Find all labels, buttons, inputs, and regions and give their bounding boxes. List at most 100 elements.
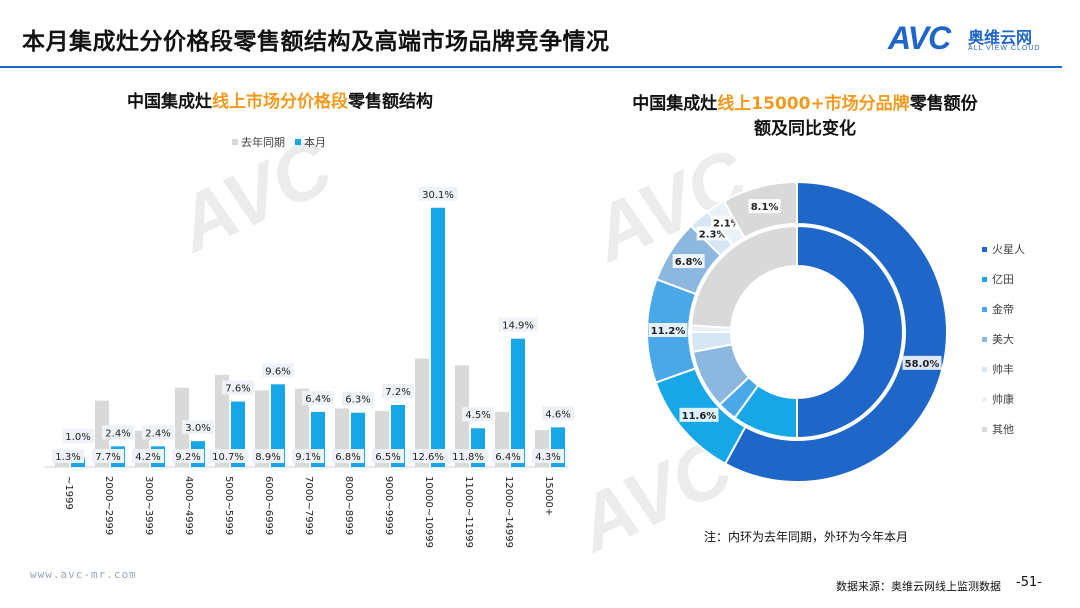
bar-title-suffix: 零售额结构: [348, 92, 433, 112]
outer-ring-slice: [723, 180, 948, 483]
data-label-box: [408, 449, 448, 463]
data-label-box: [302, 390, 334, 405]
legend-label-this-month: 本月: [304, 136, 326, 149]
bar-chart-title: 中国集成灶线上市场分价格段零售额结构: [70, 90, 490, 115]
logo-mark: AVC: [888, 20, 951, 56]
data-label-box: [448, 449, 488, 463]
data-label-this-month: 1.0%: [65, 432, 90, 443]
data-label-last-year: 7.7%: [95, 452, 120, 463]
legend-label: 帅丰: [992, 363, 1014, 376]
donut-title-suffix: 零售额份: [909, 94, 978, 114]
slice-label-box: [748, 199, 781, 214]
data-label-this-month: 2.4%: [145, 428, 170, 439]
data-label-box: [332, 449, 364, 463]
x-tick-label: 10000~10999: [423, 476, 434, 548]
data-label-box: [172, 449, 204, 463]
x-tick-label: 11000~11999: [463, 476, 474, 548]
header-divider: [0, 66, 1062, 68]
data-label-box: [498, 317, 538, 332]
legend-label: 火星人: [992, 243, 1025, 256]
data-label-this-month: 4.6%: [545, 409, 570, 420]
legend-this-month: 本月: [295, 134, 326, 150]
data-label-box: [542, 406, 574, 421]
data-label-last-year: 8.9%: [255, 452, 280, 463]
data-label-this-month: 2.4%: [105, 428, 130, 439]
legend-label: 美大: [992, 333, 1014, 346]
legend-item: 金帝: [982, 294, 1025, 324]
data-label-this-month: 7.2%: [385, 387, 410, 398]
footer-url: www.avc-mr.com: [30, 568, 137, 581]
data-label-this-month: 7.6%: [225, 384, 250, 395]
data-label-last-year: 6.8%: [335, 452, 360, 463]
legend-label: 其他: [992, 423, 1014, 436]
chart-note: 注：内环为去年同期，外环为今年本月: [704, 530, 909, 544]
slice-label-box: [648, 322, 688, 337]
bar-title-highlight: 线上市场分价格段: [212, 92, 348, 112]
bar-last-year: [215, 374, 229, 467]
x-tick-label: 4000~4999: [183, 476, 194, 535]
legend-item: 火星人: [982, 234, 1025, 264]
x-tick-label: ~1999: [63, 476, 74, 510]
data-label-last-year: 4.2%: [135, 452, 160, 463]
data-label-box: [492, 449, 524, 463]
slice-label-box: [672, 254, 705, 269]
bar-this-month: [511, 338, 525, 467]
data-label-last-year: 9.1%: [295, 452, 320, 463]
data-label-box: [132, 449, 164, 463]
legend-swatch: [982, 306, 987, 312]
data-label-box: [342, 391, 374, 406]
data-label-box: [418, 186, 458, 201]
legend-swatch: [982, 426, 987, 432]
logo: AVC 奥维云网 ALL VIEW CLOUD: [888, 20, 1060, 58]
donut-title-line2: 额及同比变化: [754, 119, 856, 139]
data-label-box: [462, 407, 494, 422]
legend-swatch-last-year: [232, 139, 238, 145]
data-label-box: [382, 383, 414, 398]
legend-label: 亿田: [992, 273, 1014, 286]
x-tick-label: 6000~6999: [263, 476, 274, 535]
data-label-last-year: 11.8%: [452, 452, 484, 463]
slice-label: 11.6%: [682, 411, 717, 422]
legend-label: 金帝: [992, 303, 1014, 316]
legend-last-year: 去年同期: [232, 134, 285, 150]
inner-ring-slice: [796, 224, 904, 440]
donut-chart-title: 中国集成灶线上15000+市场分品牌零售额份 额及同比变化: [585, 92, 1025, 142]
bar-this-month: [271, 384, 285, 467]
data-label-box: [62, 429, 94, 443]
data-label-last-year: 4.3%: [535, 452, 560, 463]
data-label-box: [102, 425, 134, 440]
logo-cn-text: 奥维云网: [968, 28, 1033, 47]
legend-swatch: [982, 396, 987, 402]
data-label-this-month: 3.0%: [185, 423, 210, 434]
data-label-box: [182, 420, 214, 435]
x-tick-label: 12000~14999: [503, 476, 514, 548]
legend-label: 帅康: [992, 393, 1014, 406]
bar-last-year: [255, 390, 269, 467]
slice-label: 58.0%: [905, 359, 940, 370]
legend-item: 其他: [982, 414, 1025, 444]
donut-legend: 火星人亿田金帝美大帅丰帅康其他: [982, 234, 1025, 444]
data-source: 数据来源：奥维云网线上监测数据: [836, 580, 1001, 593]
slice-label: 2.1%: [713, 219, 741, 230]
slice-label: 11.2%: [651, 326, 686, 337]
legend-item: 帅丰: [982, 354, 1025, 384]
legend-item: 美大: [982, 324, 1025, 354]
page-number: -51-: [1016, 575, 1042, 590]
x-tick-label: 15000+: [543, 476, 554, 516]
legend-swatch: [982, 246, 987, 252]
slice-label-box: [902, 355, 942, 370]
x-tick-label: 8000~8999: [343, 476, 354, 535]
slice-label: 6.8%: [675, 257, 703, 268]
data-label-this-month: 6.3%: [345, 395, 370, 406]
data-label-box: [52, 449, 84, 463]
page-title: 本月集成灶分价格段零售额结构及高端市场品牌竞争情况: [22, 29, 610, 55]
data-label-box: [372, 449, 404, 463]
x-tick-label: 3000~3999: [143, 476, 154, 535]
data-label-box: [262, 363, 294, 378]
data-label-this-month: 4.5%: [465, 410, 490, 421]
logo-en-text: ALL VIEW CLOUD: [968, 45, 1041, 52]
legend-item: 帅康: [982, 384, 1025, 414]
x-tick-label: 2000~2999: [103, 476, 114, 535]
